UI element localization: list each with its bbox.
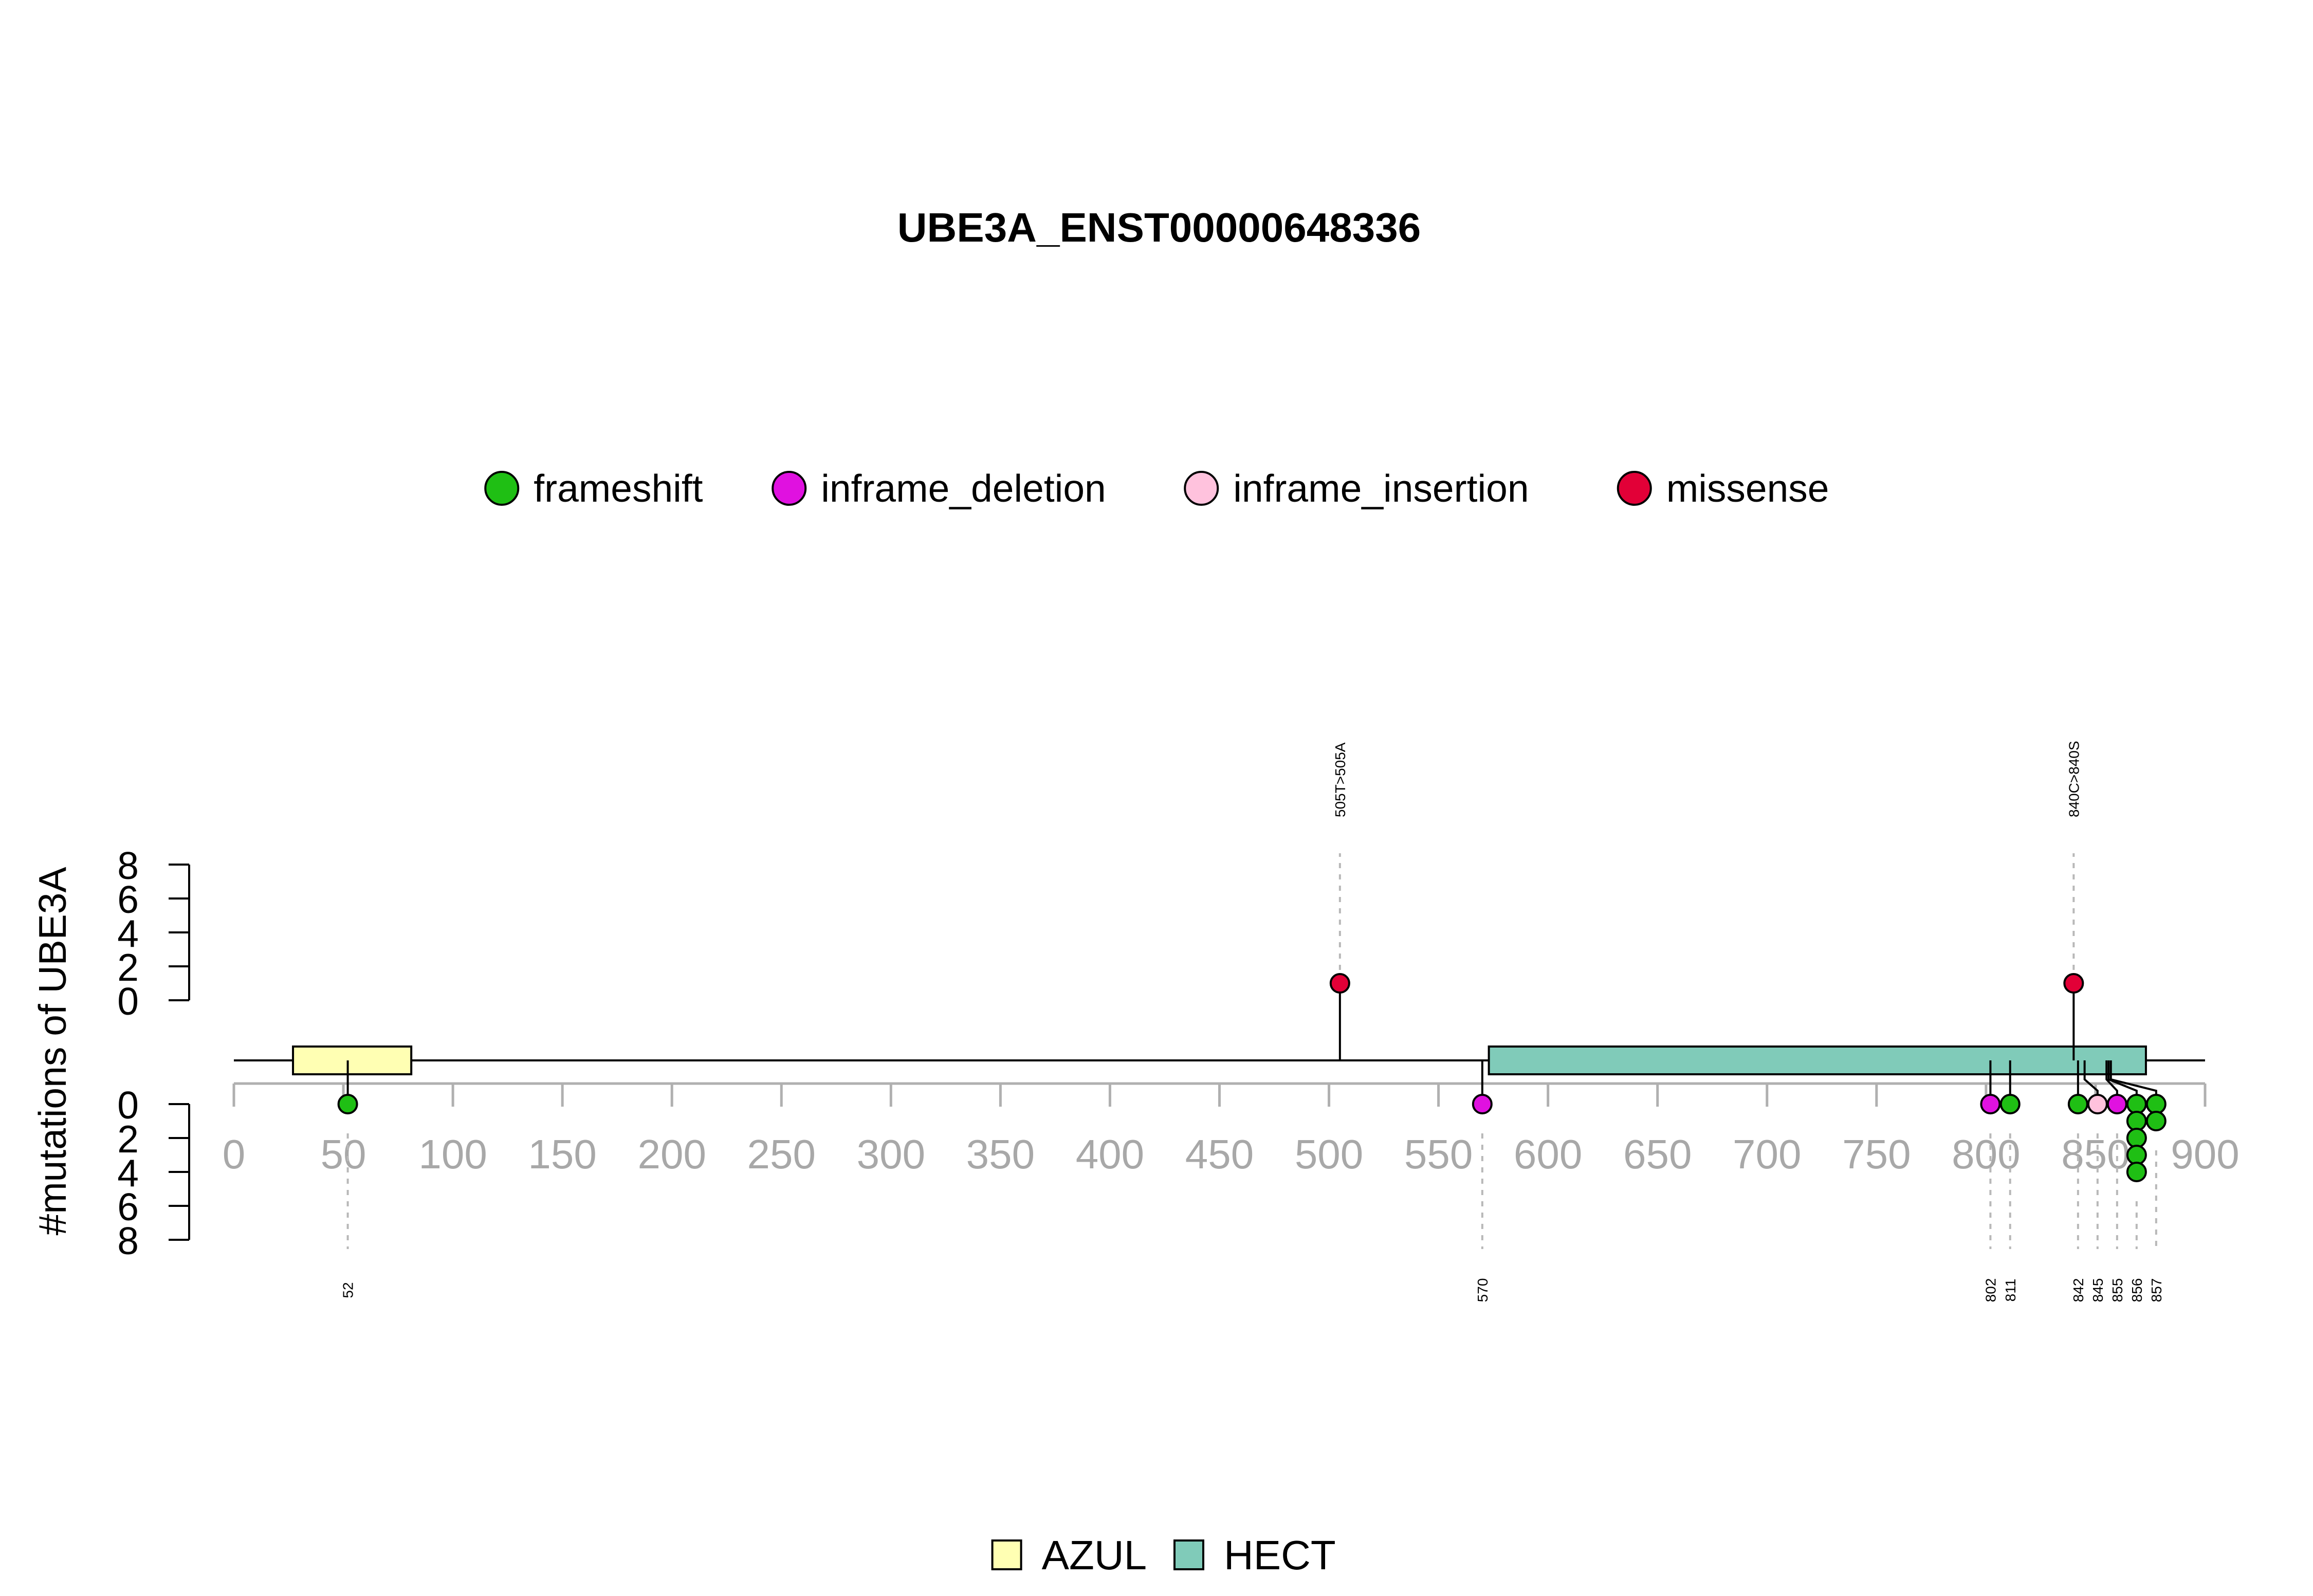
x-tick-label-350: 350 [966, 1131, 1035, 1177]
label-bottom-52: 52 [340, 1282, 356, 1298]
label-bottom-802: 802 [1982, 1278, 1998, 1303]
label-bottom-570: 570 [1475, 1278, 1491, 1303]
x-tick-label-850: 850 [2061, 1131, 2130, 1177]
x-tick-label-50: 50 [321, 1131, 366, 1177]
point-bottom-842-0 [2067, 1094, 2088, 1114]
x-tick-label-900: 900 [2171, 1131, 2239, 1177]
label-bottom-842: 842 [2070, 1278, 2086, 1303]
point-bottom-855-0 [2106, 1094, 2127, 1114]
label-bottom-845: 845 [2090, 1278, 2106, 1303]
x-tick-label-100: 100 [418, 1131, 487, 1177]
domain-legend: AZUL HECT [991, 1532, 1336, 1578]
point-bottom-857-1 [2145, 1111, 2167, 1131]
domain-legend-label-HECT: HECT [1224, 1532, 1336, 1578]
x-tick-label-150: 150 [528, 1131, 596, 1177]
domain-legend-box-AZUL [991, 1539, 1022, 1570]
x-tick-label-600: 600 [1514, 1131, 1582, 1177]
y-bottom-tick-label-2: 2 [117, 1117, 139, 1161]
point-bottom-856-2 [2126, 1128, 2147, 1148]
legend-marker-inframe_deletion [772, 471, 807, 506]
point-bottom-845-0 [2087, 1094, 2108, 1114]
point-bottom-802-0 [1980, 1094, 2001, 1114]
label-bottom-856: 856 [2129, 1278, 2145, 1303]
domain-legend-label-AZUL: AZUL [1042, 1532, 1147, 1578]
y-axis-label: #mutations of UBE3A [31, 867, 74, 1235]
label-bottom-855: 855 [2109, 1278, 2125, 1303]
point-bottom-856-3 [2126, 1145, 2147, 1165]
x-axis: 0 50 100 150 200 250 300 350 400 450 500 550 600 650 7… [223, 1082, 2239, 1177]
y-top-tick-label-2: 2 [117, 946, 139, 989]
domain-AZUL [292, 1045, 413, 1075]
x-tick-label-700: 700 [1733, 1131, 1801, 1177]
y-bottom-tick-label-0: 0 [117, 1084, 139, 1127]
domain-legend-box-HECT [1173, 1539, 1204, 1570]
domain-HECT [1488, 1045, 2147, 1075]
point-bottom-811-0 [1999, 1094, 2021, 1114]
point-bottom-856-1 [2126, 1111, 2147, 1131]
x-tick-label-0: 0 [223, 1131, 246, 1177]
x-tick-label-450: 450 [1185, 1131, 1254, 1177]
legend-label-missense: missense [1666, 467, 1829, 510]
x-tick-label-650: 650 [1623, 1131, 1692, 1177]
label-bottom-811: 811 [2003, 1279, 2018, 1302]
y-top-tick-label-4: 4 [117, 912, 139, 955]
y-bottom-tick-label-8: 8 [117, 1219, 139, 1262]
lollipop-points [337, 973, 2167, 1182]
position-guides [346, 853, 2157, 1249]
legend-marker-frameshift [484, 471, 520, 506]
point-top-505-0 [1329, 973, 1350, 994]
legend-label-inframe_deletion: inframe_deletion [821, 467, 1106, 510]
label-bottom-857: 857 [2149, 1278, 2164, 1303]
y-top-tick-label-8: 8 [117, 844, 139, 887]
domain-boxes [292, 1045, 2147, 1075]
x-tick-label-550: 550 [1404, 1131, 1473, 1177]
label-top-505: 505T>505A [1332, 742, 1348, 817]
point-bottom-52-0 [337, 1094, 358, 1114]
point-bottom-856-0 [2126, 1094, 2147, 1114]
x-tick-label-400: 400 [1076, 1131, 1144, 1177]
x-tick-label-200: 200 [637, 1131, 706, 1177]
legend-marker-inframe_insertion [1184, 471, 1219, 506]
y-top-tick-label-6: 6 [117, 878, 139, 921]
y-bottom-tick-label-4: 4 [117, 1151, 139, 1195]
point-bottom-856-4 [2126, 1162, 2147, 1182]
mutation-legend: frameshift inframe_deletion inframe_insert… [484, 467, 1829, 510]
point-top-840-0 [2063, 973, 2084, 994]
x-tick-label-250: 250 [747, 1131, 816, 1177]
legend-label-frameshift: frameshift [534, 467, 703, 510]
x-tick-label-750: 750 [1842, 1131, 1911, 1177]
x-tick-label-800: 800 [1952, 1131, 2020, 1177]
y-top-tick-label-0: 0 [117, 980, 139, 1023]
legend-marker-missense [1617, 471, 1652, 506]
legend-label-inframe_insertion: inframe_insertion [1233, 467, 1529, 510]
x-tick-label-500: 500 [1295, 1131, 1363, 1177]
label-top-840: 840C>840S [2066, 741, 2082, 817]
point-bottom-570-0 [1472, 1094, 1493, 1114]
chart-title: UBE3A_ENST00000648336 [897, 205, 1421, 250]
x-tick-label-300: 300 [857, 1131, 925, 1177]
y-bottom-tick-label-6: 6 [117, 1185, 139, 1228]
point-bottom-857-0 [2145, 1094, 2167, 1114]
